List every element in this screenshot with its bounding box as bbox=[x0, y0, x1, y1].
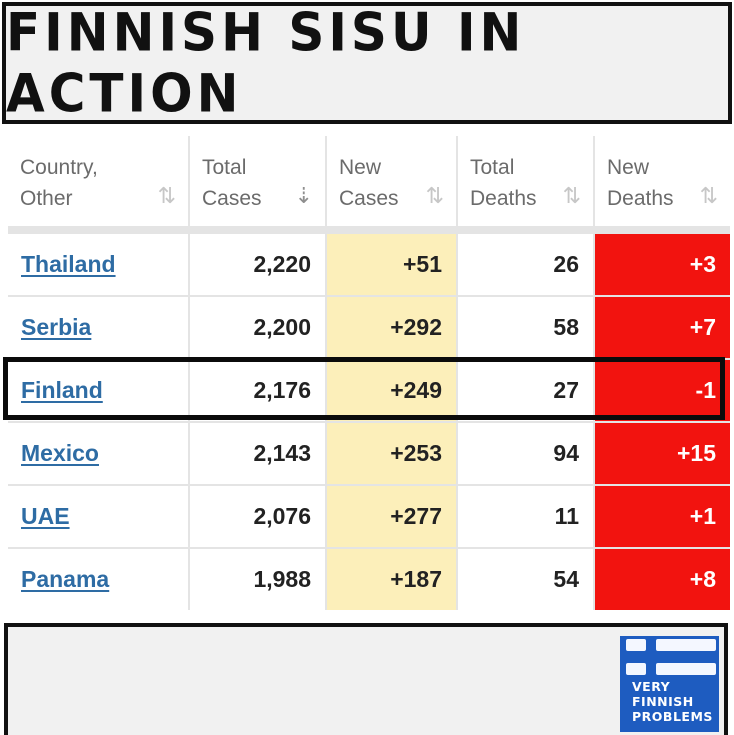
covid-stats-table: Country, Other ⇅ Total Cases ⇣ New Cases… bbox=[8, 136, 730, 610]
column-header-label: Cases bbox=[202, 187, 262, 210]
total-deaths-cell: 54 bbox=[458, 549, 593, 610]
logo-line: FINNISH bbox=[632, 694, 694, 709]
page-title: FINNISH SISU IN ACTION bbox=[6, 2, 526, 124]
new-cases-cell: +249 bbox=[327, 360, 456, 421]
total-deaths-cell: 94 bbox=[458, 423, 593, 484]
new-cases-cell: +292 bbox=[327, 297, 456, 358]
new-deaths-cell: +1 bbox=[595, 486, 730, 547]
new-deaths-cell: +8 bbox=[595, 549, 730, 610]
column-header-label: Total bbox=[202, 156, 247, 179]
new-cases-cell: +277 bbox=[327, 486, 456, 547]
column-header-total-cases[interactable]: Total Cases ⇣ bbox=[190, 136, 325, 226]
total-deaths-cell: 27 bbox=[458, 360, 593, 421]
new-cases-cell: +253 bbox=[327, 423, 456, 484]
column-header-label: New bbox=[339, 156, 382, 179]
country-link[interactable]: Thailand bbox=[21, 251, 116, 277]
new-deaths-cell: +15 bbox=[595, 423, 730, 484]
logo-line: PROBLEMS bbox=[632, 709, 713, 724]
logo-text: VERY FINNISH PROBLEMS bbox=[632, 679, 713, 724]
country-link[interactable]: Serbia bbox=[21, 314, 92, 340]
country-cell[interactable]: Serbia bbox=[8, 297, 188, 358]
total-cases-cell: 1,988 bbox=[190, 549, 325, 610]
new-cases-cell: +51 bbox=[327, 234, 456, 295]
finnish-flag-icon bbox=[626, 639, 716, 677]
country-link[interactable]: Panama bbox=[21, 566, 110, 592]
bottom-banner bbox=[4, 623, 728, 735]
very-finnish-problems-logo: VERY FINNISH PROBLEMS bbox=[620, 636, 719, 732]
sort-descending-icon[interactable]: ⇣ bbox=[294, 184, 313, 209]
column-header-country[interactable]: Country, Other ⇅ bbox=[8, 136, 188, 226]
total-cases-cell: 2,076 bbox=[190, 486, 325, 547]
new-deaths-cell: +7 bbox=[595, 297, 730, 358]
column-header-new-deaths[interactable]: New Deaths ⇅ bbox=[595, 136, 730, 226]
title-banner: FINNISH SISU IN ACTION bbox=[2, 2, 732, 124]
column-header-new-cases[interactable]: New Cases ⇅ bbox=[327, 136, 456, 226]
sort-arrows-icon[interactable]: ⇅ bbox=[157, 184, 176, 209]
new-deaths-cell: -1 bbox=[595, 360, 730, 421]
column-header-label: Other bbox=[20, 187, 73, 210]
column-header-label: Cases bbox=[339, 187, 399, 210]
new-deaths-cell: +3 bbox=[595, 234, 730, 295]
total-deaths-cell: 58 bbox=[458, 297, 593, 358]
column-header-label: Country, bbox=[20, 156, 98, 179]
new-cases-cell: +187 bbox=[327, 549, 456, 610]
total-deaths-cell: 26 bbox=[458, 234, 593, 295]
column-header-label: Total bbox=[470, 156, 515, 179]
sort-arrows-icon[interactable]: ⇅ bbox=[425, 184, 444, 209]
country-cell[interactable]: Finland bbox=[8, 360, 188, 421]
column-header-total-deaths[interactable]: Total Deaths ⇅ bbox=[458, 136, 593, 226]
total-cases-cell: 2,200 bbox=[190, 297, 325, 358]
logo-line: VERY bbox=[632, 679, 671, 694]
country-cell[interactable]: UAE bbox=[8, 486, 188, 547]
total-cases-cell: 2,220 bbox=[190, 234, 325, 295]
country-link[interactable]: UAE bbox=[21, 503, 70, 529]
column-header-label: Deaths bbox=[607, 187, 674, 210]
column-header-label: Deaths bbox=[470, 187, 537, 210]
country-link[interactable]: Finland bbox=[21, 377, 103, 403]
sort-arrows-icon[interactable]: ⇅ bbox=[562, 184, 581, 209]
total-cases-cell: 2,176 bbox=[190, 360, 325, 421]
column-header-label: New bbox=[607, 156, 650, 179]
total-deaths-cell: 11 bbox=[458, 486, 593, 547]
country-link[interactable]: Mexico bbox=[21, 440, 99, 466]
country-cell[interactable]: Panama bbox=[8, 549, 188, 610]
sort-arrows-icon[interactable]: ⇅ bbox=[699, 184, 718, 209]
country-cell[interactable]: Thailand bbox=[8, 234, 188, 295]
total-cases-cell: 2,143 bbox=[190, 423, 325, 484]
country-cell[interactable]: Mexico bbox=[8, 423, 188, 484]
